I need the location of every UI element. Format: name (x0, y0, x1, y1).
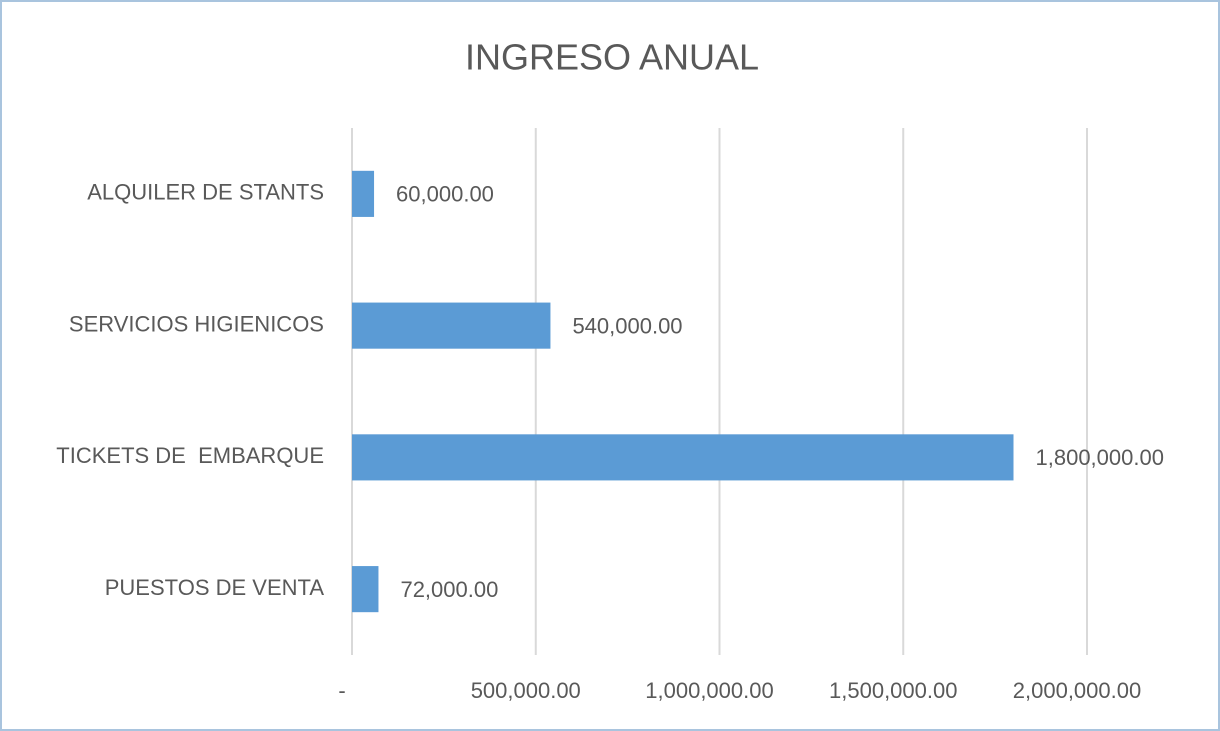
chart-title: INGRESO ANUAL (465, 37, 759, 78)
bar (352, 170, 375, 217)
y-tick-label: PUESTOS DE VENTA (105, 575, 325, 600)
data-label: 60,000.00 (396, 182, 494, 207)
bar (352, 566, 379, 613)
x-tick-label: 500,000.00 (471, 678, 581, 703)
y-tick-label: TICKETS DE EMBARQUE (56, 443, 324, 468)
y-tick-label: SERVICIOS HIGIENICOS (69, 311, 324, 336)
data-label: 72,000.00 (400, 577, 498, 602)
x-tick-label: 1,000,000.00 (645, 678, 773, 703)
data-label: 1,800,000.00 (1036, 445, 1164, 470)
bar (352, 302, 551, 349)
bar (352, 434, 1014, 481)
data-label: 540,000.00 (572, 313, 682, 338)
x-tick-label: 1,500,000.00 (829, 678, 957, 703)
x-tick-label: 2,000,000.00 (1013, 678, 1141, 703)
x-tick-label: - (338, 678, 345, 703)
y-tick-label: ALQUILER DE STANTS (87, 180, 324, 205)
